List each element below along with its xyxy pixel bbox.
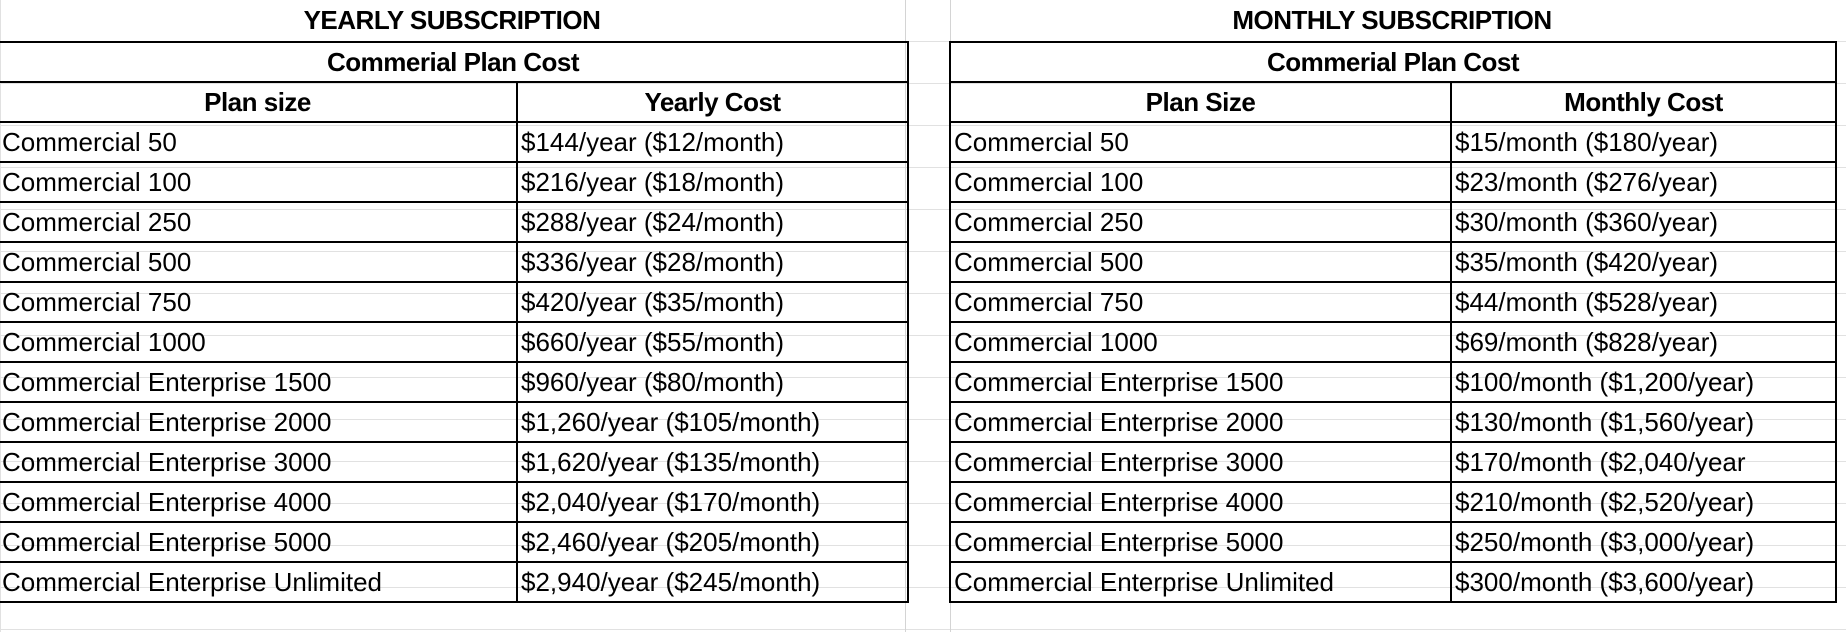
table-row: Commercial 50 $144/year ($12/month) bbox=[0, 121, 910, 163]
plan-size-cell[interactable]: Commercial Enterprise 4000 bbox=[949, 481, 1452, 523]
cost-cell[interactable]: $336/year ($28/month) bbox=[515, 241, 910, 283]
plan-size-cell[interactable]: Commercial 250 bbox=[0, 201, 518, 243]
header-plan-size[interactable]: Plan Size bbox=[949, 81, 1452, 123]
table-row: Commercial Enterprise 5000 $2,460/year ($… bbox=[0, 521, 910, 563]
table-row: Commercial 750 $44/month ($528/year) bbox=[949, 281, 1838, 323]
table-row: Commercial 100 $23/month ($276/year) bbox=[949, 161, 1838, 203]
cost-cell[interactable]: $1,620/year ($135/month) bbox=[515, 441, 910, 483]
table-row: Commercial 250 $288/year ($24/month) bbox=[0, 201, 910, 243]
plan-size-cell[interactable]: Commercial 750 bbox=[0, 281, 518, 323]
table-row: Commercial Enterprise 2000 $1,260/year ($… bbox=[0, 401, 910, 443]
cost-cell[interactable]: $288/year ($24/month) bbox=[515, 201, 910, 243]
cost-cell[interactable]: $216/year ($18/month) bbox=[515, 161, 910, 203]
cost-cell[interactable]: $144/year ($12/month) bbox=[515, 121, 910, 163]
cost-cell[interactable]: $300/month ($3,600/year) bbox=[1449, 561, 1838, 603]
table-row: Commercial Enterprise 4000 $210/month ($2… bbox=[949, 481, 1838, 523]
header-plan-size[interactable]: Plan size bbox=[0, 81, 518, 123]
plan-size-cell[interactable]: Commercial Enterprise 1500 bbox=[949, 361, 1452, 403]
table-row: Commercial Enterprise 4000 $2,040/year ($… bbox=[0, 481, 910, 523]
cost-cell[interactable]: $250/month ($3,000/year) bbox=[1449, 521, 1838, 563]
cost-cell[interactable]: $23/month ($276/year) bbox=[1449, 161, 1838, 203]
header-yearly-cost[interactable]: Yearly Cost bbox=[515, 81, 910, 123]
plan-size-cell[interactable]: Commercial Enterprise 5000 bbox=[949, 521, 1452, 563]
plan-size-cell[interactable]: Commercial Enterprise 3000 bbox=[0, 441, 518, 483]
table-row: Commercial Enterprise 1500 $960/year ($80… bbox=[0, 361, 910, 403]
table-row: Commercial 750 $420/year ($35/month) bbox=[0, 281, 910, 323]
cost-cell[interactable]: $2,940/year ($245/month) bbox=[515, 561, 910, 603]
cost-cell[interactable]: $1,260/year ($105/month) bbox=[515, 401, 910, 443]
plan-size-cell[interactable]: Commercial 100 bbox=[0, 161, 518, 203]
table-row: Commercial Enterprise 3000 $170/month ($2… bbox=[949, 441, 1838, 483]
table-row: Commercial 500 $35/month ($420/year) bbox=[949, 241, 1838, 283]
plan-size-cell[interactable]: Commercial Enterprise 1500 bbox=[0, 361, 518, 403]
cost-cell[interactable]: $100/month ($1,200/year) bbox=[1449, 361, 1838, 403]
plan-size-cell[interactable]: Commercial 100 bbox=[949, 161, 1452, 203]
plan-size-cell[interactable]: Commercial 1000 bbox=[949, 321, 1452, 363]
table-row: Commercial Enterprise Unlimited $300/mont… bbox=[949, 561, 1838, 603]
table-row: Commercial 1000 $69/month ($828/year) bbox=[949, 321, 1838, 363]
cost-cell[interactable]: $15/month ($180/year) bbox=[1449, 121, 1838, 163]
table-row: Commercial 100 $216/year ($18/month) bbox=[0, 161, 910, 203]
table-row: Commercial Enterprise Unlimited $2,940/ye… bbox=[0, 561, 910, 603]
plan-size-cell[interactable]: Commercial Enterprise Unlimited bbox=[949, 561, 1452, 603]
cost-cell[interactable]: $170/month ($2,040/year bbox=[1449, 441, 1838, 483]
cost-cell[interactable]: $2,460/year ($205/month) bbox=[515, 521, 910, 563]
plan-size-cell[interactable]: Commercial Enterprise 2000 bbox=[0, 401, 518, 443]
cost-cell[interactable]: $660/year ($55/month) bbox=[515, 321, 910, 363]
cost-cell[interactable]: $44/month ($528/year) bbox=[1449, 281, 1838, 323]
table-row: Commercial Enterprise 5000 $250/month ($3… bbox=[949, 521, 1838, 563]
yearly-table: Commerial Plan Cost Plan size Yearly Cos… bbox=[0, 41, 910, 603]
plan-size-cell[interactable]: Commercial Enterprise 2000 bbox=[949, 401, 1452, 443]
yearly-title: YEARLY SUBSCRIPTION bbox=[303, 5, 601, 35]
plan-size-cell[interactable]: Commercial 500 bbox=[949, 241, 1452, 283]
monthly-subscription-block: MONTHLY SUBSCRIPTION Commerial Plan Cost… bbox=[948, 0, 1838, 603]
table-row: Commercial 250 $30/month ($360/year) bbox=[949, 201, 1838, 243]
plan-size-cell[interactable]: Commercial Enterprise 4000 bbox=[0, 481, 518, 523]
cost-cell[interactable]: $30/month ($360/year) bbox=[1449, 201, 1838, 243]
plan-size-cell[interactable]: Commercial 250 bbox=[949, 201, 1452, 243]
yearly-subtitle[interactable]: Commerial Plan Cost bbox=[0, 41, 910, 83]
plan-size-cell[interactable]: Commercial 50 bbox=[0, 121, 518, 163]
table-row: Commercial 50 $15/month ($180/year) bbox=[949, 121, 1838, 163]
plan-size-cell[interactable]: Commercial 750 bbox=[949, 281, 1452, 323]
monthly-table: Commerial Plan Cost Plan Size Monthly Co… bbox=[948, 41, 1838, 603]
plan-size-cell[interactable]: Commercial Enterprise 3000 bbox=[949, 441, 1452, 483]
monthly-subtitle[interactable]: Commerial Plan Cost bbox=[948, 41, 1838, 83]
yearly-subscription-block: YEARLY SUBSCRIPTION Commerial Plan Cost … bbox=[0, 0, 910, 603]
cost-cell[interactable]: $420/year ($35/month) bbox=[515, 281, 910, 323]
monthly-title: MONTHLY SUBSCRIPTION bbox=[1232, 5, 1552, 35]
plan-size-cell[interactable]: Commercial 500 bbox=[0, 241, 518, 283]
table-row: Commercial 1000 $660/year ($55/month) bbox=[0, 321, 910, 363]
plan-size-cell[interactable]: Commercial Enterprise Unlimited bbox=[0, 561, 518, 603]
cost-cell[interactable]: $2,040/year ($170/month) bbox=[515, 481, 910, 523]
cost-cell[interactable]: $960/year ($80/month) bbox=[515, 361, 910, 403]
table-row: Commercial Enterprise 3000 $1,620/year ($… bbox=[0, 441, 910, 483]
table-row: Commercial Enterprise 2000 $130/month ($1… bbox=[949, 401, 1838, 443]
plan-size-cell[interactable]: Commercial 50 bbox=[949, 121, 1452, 163]
table-row: Commercial Enterprise 1500 $100/month ($1… bbox=[949, 361, 1838, 403]
cost-cell[interactable]: $130/month ($1,560/year) bbox=[1449, 401, 1838, 443]
cost-cell[interactable]: $69/month ($828/year) bbox=[1449, 321, 1838, 363]
cost-cell[interactable]: $35/month ($420/year) bbox=[1449, 241, 1838, 283]
header-monthly-cost[interactable]: Monthly Cost bbox=[1449, 81, 1838, 123]
plan-size-cell[interactable]: Commercial Enterprise 5000 bbox=[0, 521, 518, 563]
cost-cell[interactable]: $210/month ($2,520/year) bbox=[1449, 481, 1838, 523]
table-row: Commercial 500 $336/year ($28/month) bbox=[0, 241, 910, 283]
plan-size-cell[interactable]: Commercial 1000 bbox=[0, 321, 518, 363]
